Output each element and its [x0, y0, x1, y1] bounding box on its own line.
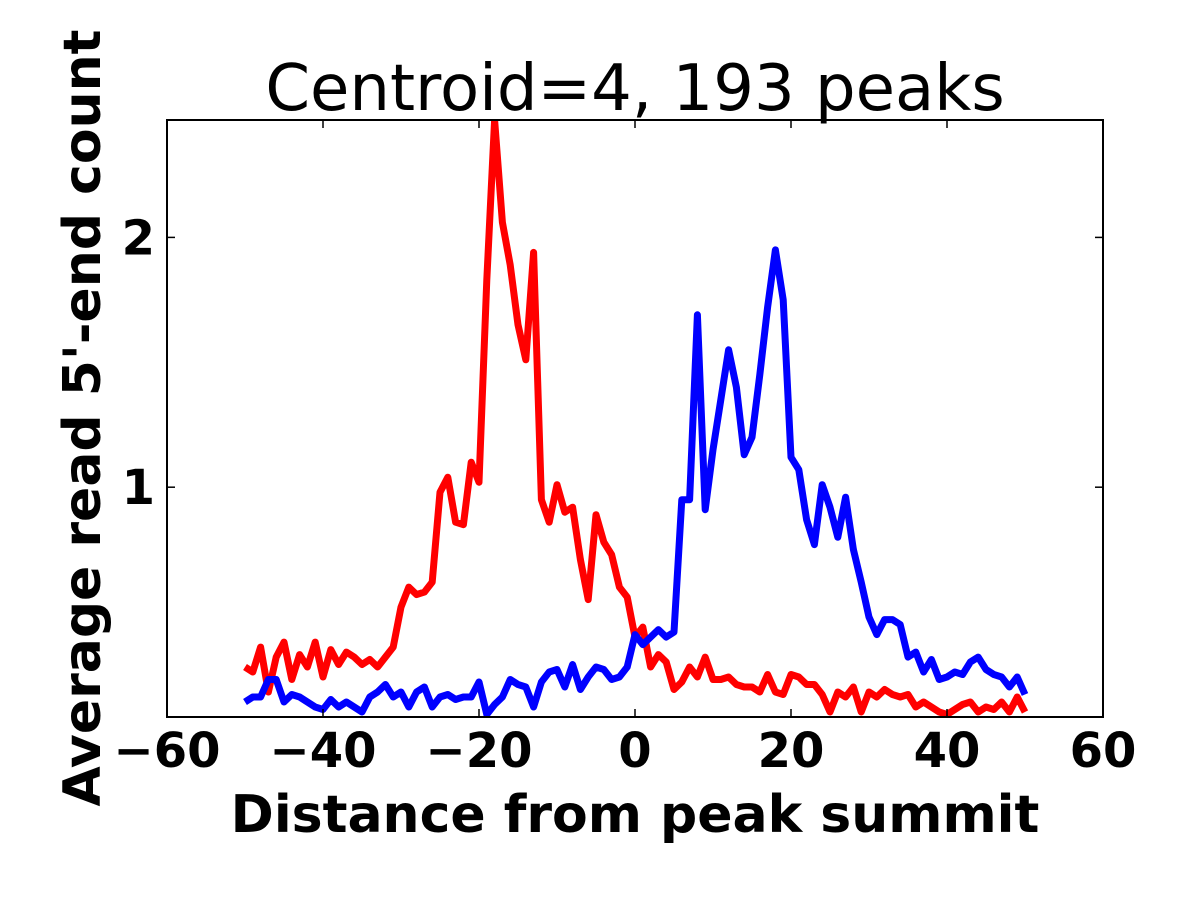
series-line-red: [243, 120, 1029, 717]
chart-title: Centroid=4, 193 peaks: [265, 52, 1004, 126]
series-layer: [243, 120, 1029, 717]
x-tick-label: 0: [618, 723, 651, 779]
x-tick-label: 60: [1070, 723, 1137, 779]
x-tick-label: 20: [758, 723, 825, 779]
y-tick-label: 2: [122, 210, 155, 266]
y-tick-label: 1: [122, 460, 155, 516]
series-line-blue: [243, 246, 1029, 717]
x-tick-label: −20: [425, 723, 532, 779]
x-axis-label: Distance from peak summit: [231, 785, 1040, 845]
x-tick-label: −60: [113, 723, 220, 779]
y-axis-label: Average read 5'-end count: [53, 30, 113, 807]
ticks-layer: −60 −40 −20 0 20 40 60 1 2: [113, 120, 1136, 779]
x-tick-label: −40: [269, 723, 376, 779]
x-tick-label: 40: [914, 723, 981, 779]
